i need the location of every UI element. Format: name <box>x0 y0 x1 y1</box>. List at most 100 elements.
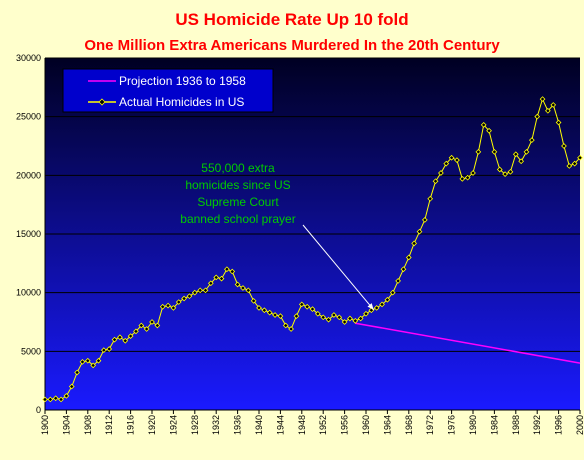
x-tick-label: 1980 <box>468 415 478 435</box>
x-tick-label: 1976 <box>447 415 457 435</box>
data-point <box>84 357 91 364</box>
data-point <box>165 302 171 309</box>
y-tick-label: 25000 <box>16 112 41 122</box>
x-tick-label: 1932 <box>211 415 221 435</box>
data-point <box>58 396 64 403</box>
data-point <box>111 336 118 343</box>
data-point <box>464 174 471 181</box>
data-point <box>293 313 300 319</box>
data-point <box>384 296 391 303</box>
x-tick-label: 1996 <box>554 415 564 435</box>
data-point <box>555 119 562 126</box>
x-tick-label: 1928 <box>190 415 200 435</box>
data-point <box>475 149 482 155</box>
y-tick-label: 5000 <box>21 346 41 356</box>
data-point <box>154 322 161 329</box>
x-tick-label: 1904 <box>61 415 71 435</box>
annotation-arrow-line <box>302 224 375 311</box>
data-point <box>454 157 460 163</box>
data-point <box>357 315 364 322</box>
data-point <box>186 293 193 300</box>
data-point <box>448 154 455 161</box>
data-point <box>143 326 150 332</box>
legend: Projection 1936 to 1958 Actual Homicides … <box>62 68 274 113</box>
x-tick-label: 1916 <box>126 415 136 435</box>
y-tick-label: 20000 <box>16 170 41 180</box>
data-point <box>282 322 289 329</box>
data-point <box>566 163 573 169</box>
data-point <box>325 316 332 323</box>
data-point <box>432 178 439 185</box>
data-point <box>272 312 278 318</box>
data-point <box>52 395 59 402</box>
data-point <box>100 347 107 354</box>
data-point <box>534 113 541 120</box>
y-tick-label: 10000 <box>16 288 41 298</box>
data-point <box>314 310 321 317</box>
x-tick-label: 1900 <box>40 415 50 435</box>
data-point <box>127 333 134 339</box>
data-point <box>79 359 86 365</box>
x-tick-label: 1944 <box>275 415 285 435</box>
data-point <box>336 314 343 321</box>
data-point <box>379 301 385 308</box>
data-point <box>74 369 80 376</box>
data-point <box>507 168 514 175</box>
x-tick-label: 1920 <box>147 415 157 435</box>
annotation-text: homicides since US <box>185 178 290 192</box>
data-point <box>240 285 246 291</box>
data-point <box>149 319 155 325</box>
data-point <box>95 357 102 364</box>
y-tick-label: 0 <box>36 405 41 415</box>
data-point <box>117 334 123 341</box>
data-point <box>63 393 70 399</box>
data-point <box>496 166 503 173</box>
data-point <box>577 154 583 161</box>
data-point <box>181 295 187 302</box>
x-tick-label: 1972 <box>425 415 435 435</box>
data-point <box>352 317 359 324</box>
x-tick-label: 1940 <box>254 415 264 435</box>
annotation-arrowhead <box>367 303 374 310</box>
legend-marker <box>98 98 106 106</box>
data-point <box>480 122 487 128</box>
legend-label: Projection 1936 to 1958 <box>119 74 246 88</box>
data-point <box>106 346 113 352</box>
data-point <box>491 149 498 155</box>
x-tick-label: 1968 <box>404 415 414 435</box>
data-point <box>347 315 353 322</box>
data-point <box>331 312 337 318</box>
data-point <box>400 266 407 273</box>
x-tick-label: 1988 <box>511 415 521 435</box>
x-tick-label: 1912 <box>104 415 114 435</box>
data-point <box>304 303 311 310</box>
data-point <box>545 107 551 114</box>
data-point <box>202 287 209 294</box>
data-point <box>518 158 525 165</box>
data-point <box>523 149 530 155</box>
data-point <box>159 303 166 310</box>
annotation-text: Supreme Court <box>197 195 279 209</box>
data-point <box>191 289 198 296</box>
data-point <box>502 171 508 178</box>
annotation: 550,000 extra homicides since US Supreme C… <box>180 161 375 311</box>
data-point <box>277 313 284 319</box>
data-point <box>229 268 236 275</box>
x-tick-label: 1948 <box>297 415 307 435</box>
legend-label: Actual Homicides in US <box>119 95 244 109</box>
chart-title: US Homicide Rate Up 10 fold <box>175 10 409 29</box>
x-tick-label: 1924 <box>168 415 178 435</box>
series-layer <box>42 96 583 403</box>
data-point <box>47 396 54 403</box>
data-point <box>224 266 230 273</box>
data-point <box>309 306 316 312</box>
data-point <box>218 275 225 282</box>
data-point <box>571 160 578 167</box>
x-tick-label: 1908 <box>83 415 93 435</box>
data-point <box>256 305 262 311</box>
gridlines <box>45 57 580 352</box>
data-point <box>175 299 182 305</box>
annotation-text: 550,000 extra <box>201 161 275 175</box>
data-point <box>438 170 444 176</box>
